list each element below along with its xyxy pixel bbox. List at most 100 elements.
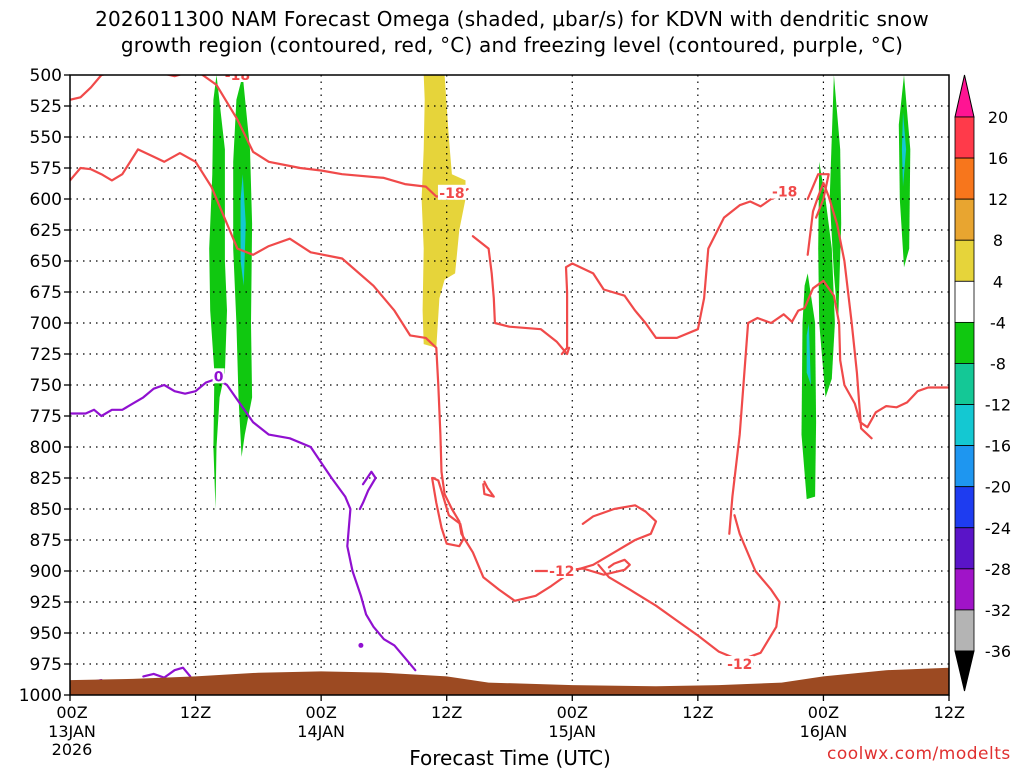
freezing-contour-label-0: 0 bbox=[214, 369, 224, 385]
x-tick-label-36: 12Z bbox=[431, 703, 462, 722]
y-tick-label-975: 975 bbox=[30, 655, 62, 675]
colorbar-swatch-0 bbox=[954, 116, 975, 159]
colorbar-top-arrow bbox=[954, 74, 975, 118]
dgz-contour-7 bbox=[806, 181, 873, 440]
y-tick-label-525: 525 bbox=[30, 97, 62, 117]
x-date-label-72: 16JAN bbox=[800, 722, 848, 741]
colorbar-swatch-5 bbox=[954, 321, 975, 364]
plot-clip-group: -18 -18 -18 -12 -12 0 bbox=[70, 68, 949, 695]
y-tick-label-550: 550 bbox=[30, 128, 62, 148]
source-credit: coolwx.com/modelts bbox=[827, 744, 1011, 764]
y-tick-label-900: 900 bbox=[30, 562, 62, 582]
colorbar-swatch-10 bbox=[954, 527, 975, 570]
dgz-contour-label-3: -18 bbox=[772, 185, 797, 201]
chart-title-line-2: growth region (contoured, red, °C) and f… bbox=[120, 33, 904, 57]
y-tick-label-925: 925 bbox=[30, 593, 62, 613]
x-tick-label-12: 12Z bbox=[180, 703, 211, 722]
y-tick-label-1000: 1000 bbox=[19, 686, 62, 706]
dgz-contour-10 bbox=[806, 173, 830, 219]
dgz-contour-label-bg-0 bbox=[223, 75, 252, 82]
y-tick-label-600: 600 bbox=[30, 190, 62, 210]
colorbar-swatch-3 bbox=[954, 239, 975, 282]
x-tick-label-84: 12Z bbox=[934, 703, 965, 722]
axes: 500 525 550 575 600 625 650 675 700 725 750 775 800 8… bbox=[19, 66, 965, 759]
colorbar-label-5: -4 bbox=[990, 313, 1006, 332]
omega-region-2 bbox=[801, 273, 817, 500]
x-tick-label-24: 00Z bbox=[305, 703, 336, 722]
y-tick-label-750: 750 bbox=[30, 376, 62, 396]
colorbar-label-11: -28 bbox=[985, 560, 1011, 579]
colorbar-swatch-4 bbox=[954, 280, 975, 323]
colorbar-swatch-11 bbox=[954, 568, 975, 611]
y-tick-label-500: 500 bbox=[30, 66, 62, 86]
x-date-label-0: 13JAN bbox=[48, 722, 96, 741]
dgz-contour-3 bbox=[560, 188, 787, 356]
y-tick-label-825: 825 bbox=[30, 469, 62, 489]
chart-title-line-1: 2026011300 NAM Forecast Omega (shaded, μ… bbox=[95, 7, 929, 31]
dgz-contour-label-0: -18 bbox=[225, 68, 250, 84]
colorbar-label-1: 16 bbox=[988, 149, 1008, 168]
dgz-contour-9 bbox=[482, 480, 495, 498]
colorbar-swatch-6 bbox=[954, 363, 975, 405]
colorbar: 20 16 12 8 4 -4 -8 -12 -16 -20 -24 -28 -32 -36 bbox=[954, 74, 1011, 692]
dgz-contour-1 bbox=[70, 148, 658, 602]
y-tick-label-850: 850 bbox=[30, 500, 62, 520]
colorbar-label-10: -24 bbox=[985, 519, 1011, 538]
chart-title: 2026011300 NAM Forecast Omega (shaded, μ… bbox=[0, 6, 1024, 58]
dgz-contour-label-5: -12 bbox=[549, 564, 574, 580]
omega-region-9 bbox=[421, 75, 466, 348]
x-axis-title: Forecast Time (UTC) bbox=[409, 746, 611, 768]
x-date-label-48: 15JAN bbox=[548, 722, 596, 741]
colorbar-label-8: -16 bbox=[985, 437, 1011, 456]
terrain-fill bbox=[70, 667, 949, 695]
freezing-contour-2 bbox=[142, 666, 192, 679]
omega-region-7 bbox=[806, 323, 811, 385]
colorbar-swatch-2 bbox=[954, 198, 975, 241]
omega-region-5 bbox=[898, 75, 911, 268]
omega-region-6 bbox=[240, 174, 246, 286]
y-tick-label-650: 650 bbox=[30, 252, 62, 272]
colorbar-label-3: 8 bbox=[993, 231, 1003, 250]
colorbar-label-13: -36 bbox=[985, 642, 1011, 661]
colorbar-label-4: 4 bbox=[993, 272, 1003, 291]
dgz-contour-4 bbox=[728, 279, 949, 535]
omega-region-3 bbox=[818, 161, 835, 398]
colorbar-label-0: 20 bbox=[988, 108, 1008, 127]
dgz-contour-label-bg-6 bbox=[725, 656, 754, 671]
dgz-contour-label-bg-1 bbox=[437, 184, 466, 200]
colorbar-label-2: 12 bbox=[988, 190, 1008, 209]
dgz-contour-label-bg-3 bbox=[770, 183, 799, 199]
x-tick-label-60: 12Z bbox=[682, 703, 713, 722]
y-tick-label-775: 775 bbox=[30, 407, 62, 427]
colorbar-label-7: -12 bbox=[985, 396, 1011, 415]
y-tick-label-950: 950 bbox=[30, 624, 62, 644]
x-tick-label-0: 00Z bbox=[56, 703, 87, 722]
colorbar-label-12: -32 bbox=[985, 601, 1011, 620]
dgz-contour-label-1: -18 bbox=[439, 186, 464, 202]
colorbar-swatch-7 bbox=[954, 404, 975, 447]
y-tick-label-675: 675 bbox=[30, 283, 62, 303]
plot-area: -18 -18 -18 -12 -12 0 bbox=[70, 68, 949, 695]
omega-region-0 bbox=[209, 75, 227, 509]
dgz-contour-8 bbox=[431, 476, 465, 548]
freezing-point-blob bbox=[358, 642, 364, 648]
y-tick-label-800: 800 bbox=[30, 438, 62, 458]
freezing-contour-0 bbox=[70, 377, 417, 672]
x-date-label-24: 14JAN bbox=[297, 722, 345, 741]
colorbar-swatch-12 bbox=[954, 609, 975, 652]
freezing-contour-1 bbox=[358, 470, 377, 511]
y-tick-label-625: 625 bbox=[30, 221, 62, 241]
dgz-contour-label-bg-5 bbox=[547, 563, 576, 578]
colorbar-swatch-1 bbox=[954, 157, 975, 200]
x-year-label-0: 2026 bbox=[52, 740, 93, 759]
dgz-contour-2 bbox=[471, 235, 571, 356]
colorbar-swatch-8 bbox=[954, 445, 975, 488]
colorbar-swatch-9 bbox=[954, 486, 975, 529]
dgz-contour-label-6: -12 bbox=[727, 657, 752, 673]
dgz-contour-6 bbox=[597, 514, 781, 662]
dgz-contour-0 bbox=[70, 75, 469, 198]
y-tick-label-575: 575 bbox=[30, 159, 62, 179]
freezing-contour-label-bg-0 bbox=[212, 368, 225, 384]
y-tick-label-875: 875 bbox=[30, 531, 62, 551]
